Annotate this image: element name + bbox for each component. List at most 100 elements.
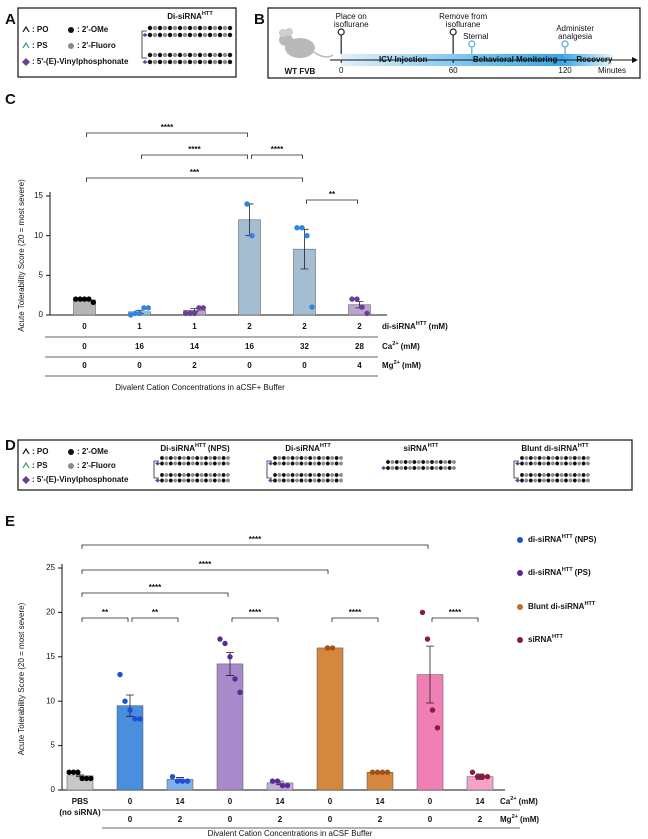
nucleotide bbox=[222, 25, 228, 31]
significance-label: **** bbox=[249, 608, 262, 617]
nucleotide bbox=[532, 478, 538, 483]
table-value: 0 bbox=[82, 322, 87, 331]
x-tick-label: 60 bbox=[449, 66, 458, 75]
key-label: : 2'-Fluoro bbox=[77, 461, 116, 470]
nucleotide bbox=[199, 455, 204, 461]
nucleotide bbox=[294, 455, 300, 461]
panel-label: B bbox=[254, 11, 265, 28]
data-point bbox=[183, 310, 189, 317]
x-axis-label: Divalent Cation Concentrations in aCSF+ … bbox=[115, 383, 285, 392]
nucleotide bbox=[197, 52, 203, 58]
y-tick-label: 15 bbox=[46, 652, 55, 661]
nucleotide bbox=[181, 478, 187, 483]
nucleotide bbox=[217, 52, 223, 58]
nucleotide bbox=[576, 478, 582, 483]
data-point bbox=[73, 296, 79, 302]
data-point bbox=[369, 769, 376, 775]
legend-swatch bbox=[517, 637, 523, 643]
y-tick-label: 20 bbox=[46, 608, 55, 617]
row-label: di-siRNAHTT (mM) bbox=[382, 321, 448, 331]
data-point bbox=[479, 773, 486, 780]
nucleotide bbox=[186, 461, 191, 466]
nucleotide bbox=[202, 32, 208, 38]
nucleotide bbox=[294, 472, 300, 478]
table-value: 14 bbox=[476, 797, 485, 806]
significance-label: **** bbox=[149, 583, 162, 592]
nucleotide bbox=[281, 472, 287, 478]
nucleotide bbox=[186, 455, 191, 461]
nucleotide bbox=[152, 52, 158, 58]
text-run: 2+ bbox=[392, 341, 399, 347]
x-axis-label: Minutes bbox=[598, 66, 626, 75]
data-point bbox=[274, 778, 281, 784]
nucleotide bbox=[222, 32, 228, 38]
nucleotide bbox=[281, 478, 287, 483]
nucleotide bbox=[307, 461, 313, 466]
nucleotide bbox=[541, 455, 547, 461]
nucleotide bbox=[532, 461, 538, 466]
nucleotide bbox=[312, 461, 317, 466]
key-label: : 2'-OMe bbox=[77, 25, 109, 34]
nucleotide bbox=[329, 472, 335, 478]
nucleotide bbox=[559, 455, 564, 461]
table-value: 2 bbox=[278, 815, 283, 824]
nucleotide bbox=[294, 461, 300, 466]
text-run: siRNA bbox=[404, 444, 428, 453]
nucleotide bbox=[550, 461, 556, 466]
nucleotide bbox=[438, 459, 444, 465]
data-point bbox=[469, 769, 476, 775]
event-label: isoflurane bbox=[446, 20, 481, 29]
nucleotide bbox=[168, 455, 174, 461]
table-value: 0 bbox=[137, 361, 142, 370]
nucleotide bbox=[290, 472, 295, 478]
nucleotide bbox=[303, 455, 309, 461]
nucleotide bbox=[528, 461, 534, 466]
data-point bbox=[379, 769, 386, 775]
nucleotide bbox=[212, 472, 218, 478]
table-value: 14 bbox=[190, 342, 199, 351]
nucleotide bbox=[181, 461, 187, 466]
nucleotide bbox=[194, 455, 200, 461]
legend-swatch bbox=[517, 604, 523, 610]
significance-label: **** bbox=[188, 145, 201, 154]
nucleotide bbox=[554, 461, 560, 466]
linker bbox=[141, 30, 147, 59]
nucleotide bbox=[420, 465, 426, 471]
panel-label: A bbox=[5, 11, 16, 28]
nucleotide bbox=[334, 478, 339, 483]
text-run: Ca bbox=[382, 342, 393, 351]
x-axis-label: Divalent Cation Concentrations in aCSF B… bbox=[208, 829, 373, 838]
significance-bracket bbox=[86, 177, 303, 182]
table-value: 0 bbox=[247, 361, 252, 370]
y-tick-label: 25 bbox=[46, 563, 55, 572]
nucleotide bbox=[532, 472, 538, 478]
nucleotide bbox=[329, 461, 335, 466]
nucleotide bbox=[167, 59, 173, 65]
nucleotide bbox=[329, 455, 335, 461]
data-point bbox=[232, 676, 238, 682]
table-value: 1 bbox=[137, 322, 142, 331]
nucleotide bbox=[203, 478, 209, 483]
data-point bbox=[117, 671, 123, 678]
nucleotide bbox=[177, 52, 183, 58]
data-point bbox=[66, 769, 72, 775]
table-value: 2 bbox=[192, 361, 197, 370]
structure-title: Blunt di-siRNAHTT bbox=[521, 443, 589, 453]
nucleotide bbox=[519, 478, 525, 483]
nucleotide bbox=[563, 478, 569, 483]
nucleotide bbox=[216, 461, 222, 466]
table-value: 2 bbox=[178, 815, 183, 824]
nucleotide bbox=[203, 472, 209, 478]
nucleotide bbox=[554, 478, 560, 483]
nucleotide bbox=[546, 478, 551, 483]
nucleotide bbox=[285, 472, 291, 478]
nucleotide bbox=[157, 32, 163, 38]
nucleotide bbox=[181, 472, 187, 478]
vp-mark bbox=[142, 60, 148, 64]
nucleotide bbox=[225, 461, 231, 466]
data-point bbox=[227, 654, 233, 660]
text-run: 2+ bbox=[510, 796, 517, 802]
nucleotide bbox=[398, 459, 404, 465]
nucleotide bbox=[568, 461, 573, 466]
nucleotide bbox=[152, 32, 158, 38]
